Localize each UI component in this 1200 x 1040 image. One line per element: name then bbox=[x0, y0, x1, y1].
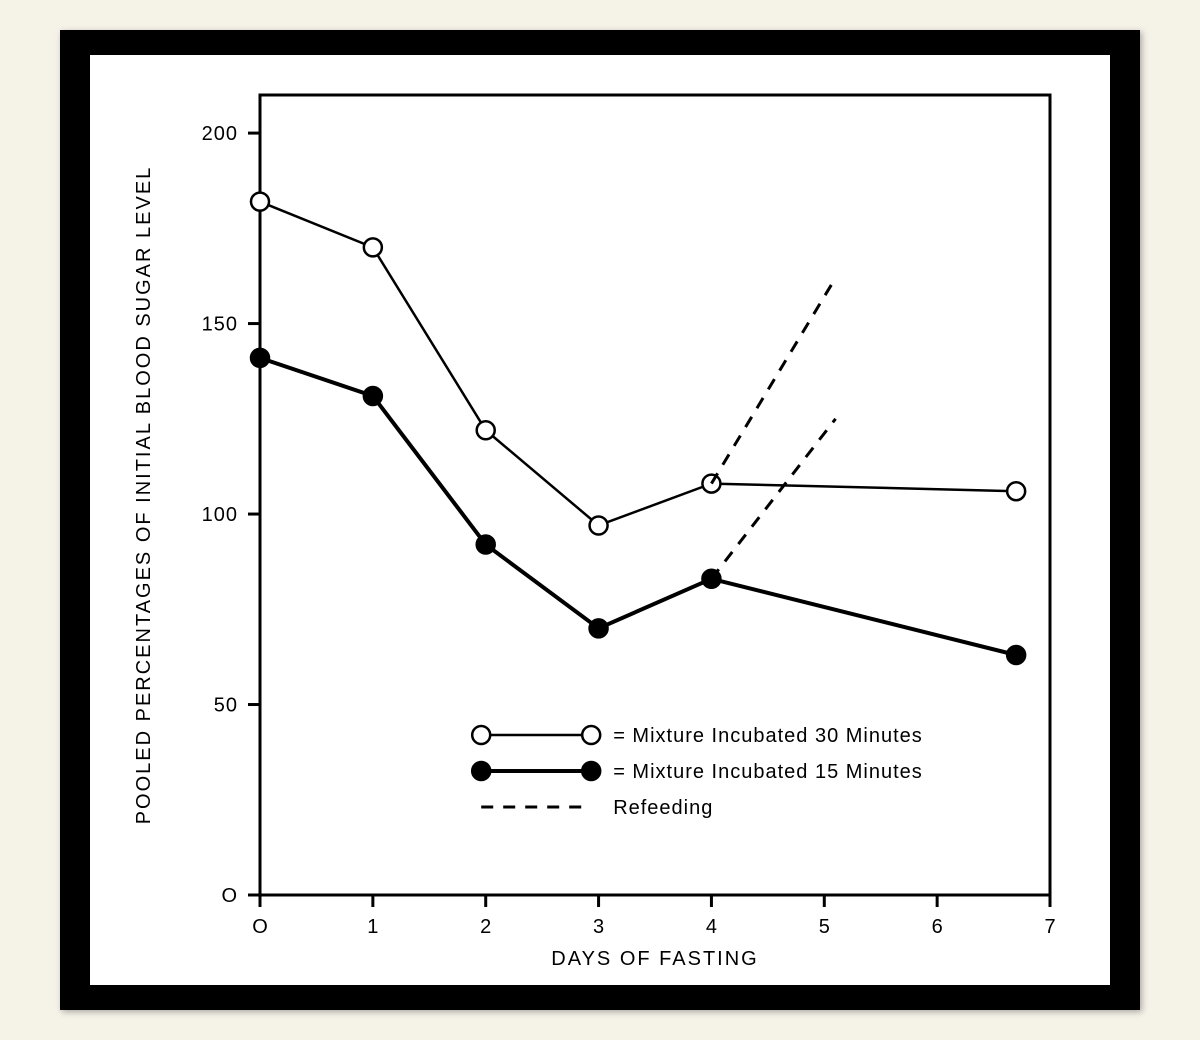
chart-svg: O 1 2 3 4 5 6 7 O 50 100 150 200 DAYS OF FASTING POOLE… bbox=[90, 55, 1110, 985]
svg-text:5: 5 bbox=[819, 916, 830, 938]
svg-text:= Mixture Incubated 30 Minut: = Mixture Incubated 30 Minutes bbox=[613, 725, 923, 747]
svg-text:O: O bbox=[221, 885, 238, 907]
svg-text:2: 2 bbox=[480, 916, 491, 938]
svg-text:4: 4 bbox=[706, 916, 717, 938]
svg-text:100: 100 bbox=[202, 504, 238, 526]
svg-text:7: 7 bbox=[1044, 916, 1055, 938]
svg-text:6: 6 bbox=[932, 916, 943, 938]
svg-text:DAYS OF FASTING: DAYS OF FASTING bbox=[551, 948, 758, 970]
chart-canvas: O 1 2 3 4 5 6 7 O 50 100 150 200 DAYS OF FASTING POOLE… bbox=[90, 55, 1110, 985]
svg-text:POOLED PERCENTAGES OF INITIAL: POOLED PERCENTAGES OF INITIAL BLOOD SUGA… bbox=[133, 166, 155, 825]
svg-text:200: 200 bbox=[202, 123, 238, 145]
page-root: O 1 2 3 4 5 6 7 O 50 100 150 200 DAYS OF FASTING POOLE… bbox=[0, 0, 1200, 1040]
svg-text:O: O bbox=[252, 916, 268, 938]
svg-text:3: 3 bbox=[593, 916, 604, 938]
photo-frame: O 1 2 3 4 5 6 7 O 50 100 150 200 DAYS OF FASTING POOLE… bbox=[60, 30, 1140, 1010]
svg-text:50: 50 bbox=[214, 695, 238, 717]
svg-text:Refeeding: Refeeding bbox=[613, 797, 713, 819]
svg-text:= Mixture Incubated 15 Minut: = Mixture Incubated 15 Minutes bbox=[613, 761, 923, 783]
svg-text:150: 150 bbox=[202, 314, 238, 336]
svg-text:1: 1 bbox=[367, 916, 378, 938]
